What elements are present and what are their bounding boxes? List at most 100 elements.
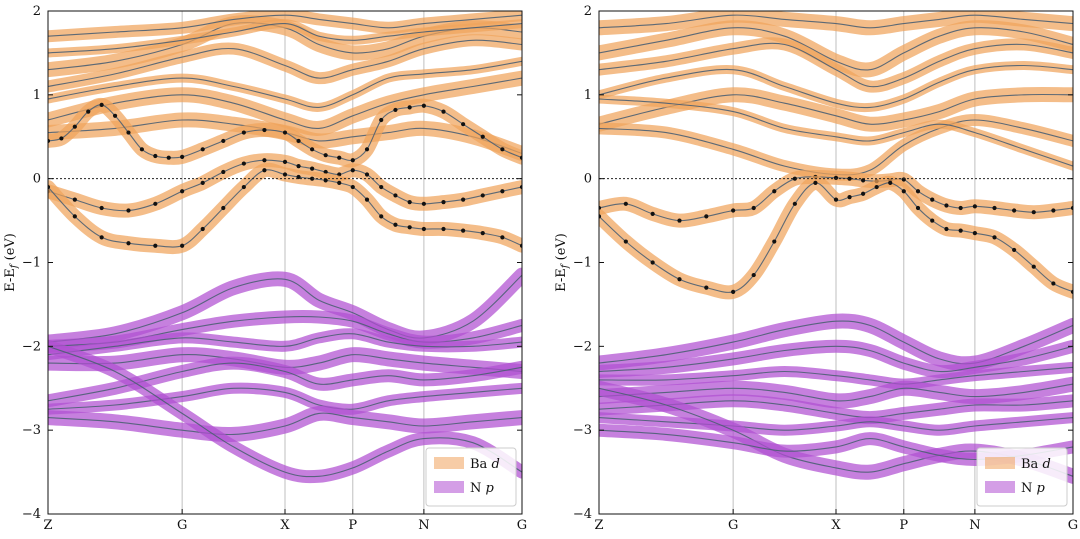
band-data-point xyxy=(1031,210,1036,215)
kpoint-label: Z xyxy=(594,518,603,533)
band-data-point xyxy=(153,201,158,206)
band-data-point xyxy=(282,130,288,135)
band-data-point xyxy=(350,168,355,173)
conduction-band-line xyxy=(48,60,522,108)
band-data-point xyxy=(262,127,267,133)
band-data-point xyxy=(421,103,426,108)
band-data-point xyxy=(930,197,935,202)
band-data-point xyxy=(792,176,797,181)
conduction-band-line xyxy=(48,77,522,129)
kpoint-label: N xyxy=(418,518,429,533)
band-plot-area xyxy=(48,11,522,484)
band-data-point xyxy=(393,107,398,113)
y-tick-label: −4 xyxy=(573,507,592,522)
band-data-point xyxy=(833,175,839,180)
left-band-structure-panel: −4 −3 −2 −1 0 1 2 Z G X P N G E-Ef (eV) Ba d N p xyxy=(3,4,527,533)
band-data-point xyxy=(441,200,446,205)
band-data-point xyxy=(221,205,226,211)
y-tick-label: 1 xyxy=(584,88,592,103)
band-data-point xyxy=(48,184,51,190)
band-data-point xyxy=(1051,208,1056,213)
band-data-point xyxy=(972,231,977,236)
band-data-point xyxy=(650,211,655,216)
band-data-point xyxy=(731,289,736,294)
band-data-point xyxy=(407,105,412,110)
legend-swatch xyxy=(434,457,464,469)
band-data-point xyxy=(350,158,355,163)
valence-band-line xyxy=(48,345,522,478)
band-data-point xyxy=(944,226,949,232)
band-data-point xyxy=(623,239,628,244)
band-data-point xyxy=(112,113,118,118)
band-data-point xyxy=(221,169,226,175)
y-tick-label: −4 xyxy=(22,507,41,522)
band-data-point xyxy=(519,243,522,248)
y-tick-label: 2 xyxy=(584,4,592,19)
band-data-point xyxy=(379,117,384,123)
band-data-point xyxy=(441,109,446,114)
band-data-point xyxy=(323,169,328,175)
band-data-point xyxy=(99,102,104,107)
band-data-point xyxy=(888,180,893,185)
band-data-point xyxy=(677,218,682,223)
band-data-point xyxy=(704,214,709,219)
band-plot-area xyxy=(599,11,1073,484)
band-data-point xyxy=(480,193,485,198)
band-data-point xyxy=(480,231,485,236)
band-data-point xyxy=(282,159,288,164)
band-data-point xyxy=(180,243,185,248)
band-data-point xyxy=(200,180,205,185)
band-data-point xyxy=(379,184,384,190)
band-data-point xyxy=(350,184,355,190)
band-data-point xyxy=(337,155,342,160)
legend-swatch xyxy=(434,481,464,493)
y-tick-label: 0 xyxy=(584,172,592,187)
kpoint-label: X xyxy=(831,518,841,533)
band-data-point xyxy=(126,208,131,213)
legend-label: Ba d xyxy=(1021,457,1051,472)
band-data-point xyxy=(901,177,906,182)
band-data-point xyxy=(1031,264,1036,269)
band-data-point xyxy=(751,205,756,211)
band-data-point xyxy=(421,201,426,206)
kpoint-label: Z xyxy=(43,518,52,533)
right-band-structure-panel: −4 −3 −2 −1 0 1 2 Z G X P N G E-Ef (eV) Ba d N p xyxy=(554,4,1078,533)
band-data-point xyxy=(480,134,485,139)
valence-band-line xyxy=(599,383,1073,402)
band-data-point xyxy=(72,197,77,202)
band-data-point xyxy=(677,277,682,282)
band-data-point xyxy=(958,228,963,233)
band-data-point xyxy=(519,184,522,190)
band-data-point xyxy=(86,109,91,114)
band-data-point xyxy=(364,172,370,177)
band-data-point xyxy=(241,184,246,190)
y-tick-label: −1 xyxy=(22,256,41,271)
kpoint-label: G xyxy=(177,518,187,533)
band-data-point xyxy=(126,241,131,246)
band-data-point xyxy=(500,147,505,152)
band-data-point xyxy=(337,180,342,185)
band-data-point xyxy=(847,195,852,200)
valence-band-line xyxy=(48,354,522,373)
band-data-point xyxy=(296,174,301,180)
band-data-point xyxy=(901,189,906,194)
valence-band-line xyxy=(48,412,522,436)
kpoint-label: N xyxy=(969,518,980,533)
legend-swatch xyxy=(985,481,1015,493)
valence-band-line xyxy=(599,366,1073,385)
band-data-point xyxy=(992,205,997,211)
y-tick-label: 2 xyxy=(33,4,41,19)
band-data-point xyxy=(861,191,866,196)
band-data-point xyxy=(72,124,77,129)
band-data-point xyxy=(500,235,505,240)
kpoint-label: G xyxy=(728,518,738,533)
band-data-point xyxy=(915,205,921,211)
legend-swatch xyxy=(985,457,1015,469)
band-data-point xyxy=(874,184,879,190)
band-data-point xyxy=(772,239,777,244)
band-data-point xyxy=(972,204,977,209)
legend: Ba d N p xyxy=(976,447,1068,507)
kpoint-label: P xyxy=(899,518,908,533)
band-data-point xyxy=(310,166,315,171)
